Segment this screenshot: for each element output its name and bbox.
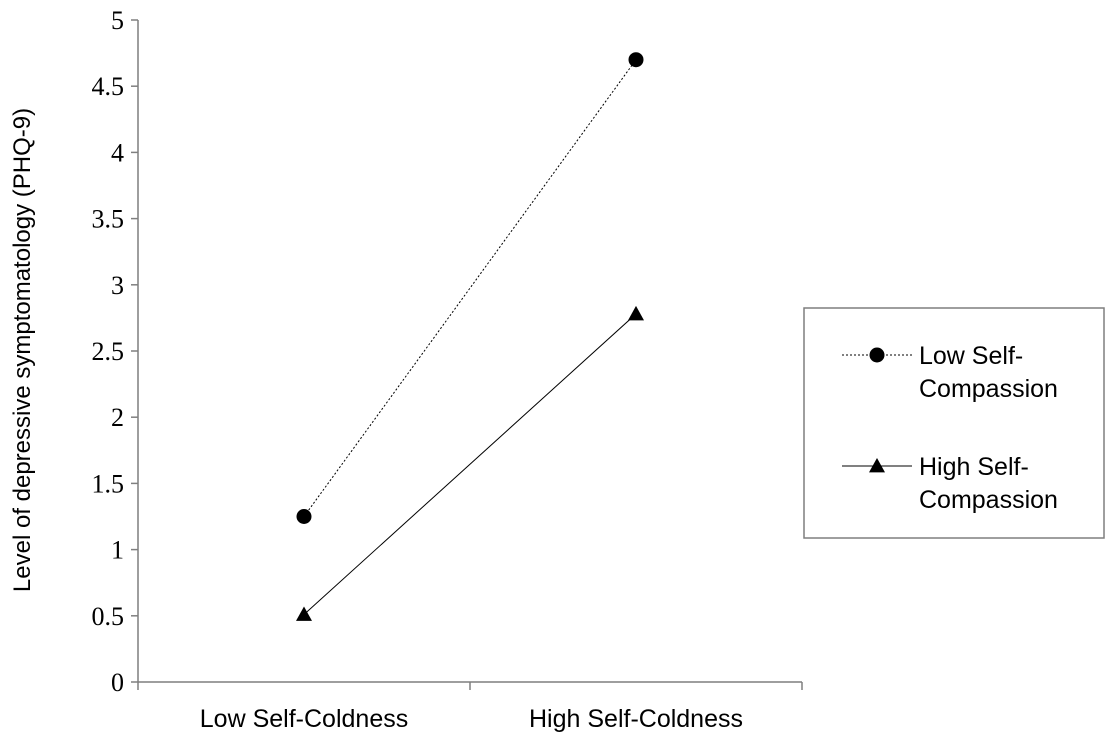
y-tick-label: 4.5 xyxy=(92,72,125,101)
x-tick-label: High Self-Coldness xyxy=(529,705,743,732)
y-tick-label: 5 xyxy=(111,6,124,35)
legend-box xyxy=(803,307,1105,539)
legend-marker xyxy=(869,347,885,363)
y-axis-label: Level of depressive symptomatology (PHQ-… xyxy=(9,108,36,592)
y-tick-label: 4 xyxy=(111,138,124,167)
y-tick-label: 0 xyxy=(111,668,124,697)
y-tick-label: 0.5 xyxy=(92,602,125,631)
data-point xyxy=(628,305,644,321)
y-tick-label: 2.5 xyxy=(92,337,125,366)
series-area xyxy=(296,52,644,621)
series-low-self-compassion xyxy=(296,52,644,524)
y-tick-label: 3 xyxy=(111,271,124,300)
data-point xyxy=(296,509,312,524)
y-tick-label: 1.5 xyxy=(92,469,125,498)
y-tick-label: 2 xyxy=(111,403,124,432)
legend-label: High Self- xyxy=(919,453,1029,481)
y-tick-label: 3.5 xyxy=(92,205,125,234)
y-axis: 0 0.5 1 1.5 2 2.5 3 3.5 4 4.5 5 xyxy=(92,6,139,697)
legend-label: Low Self- xyxy=(919,342,1023,370)
legend: Low Self- Compassion High Self- Compassion xyxy=(803,307,1105,539)
legend-marker xyxy=(869,458,885,473)
legend-entry: High Self- Compassion xyxy=(842,453,1058,514)
data-point xyxy=(628,52,644,68)
series-high-self-compassion xyxy=(296,305,644,621)
y-tick-label: 1 xyxy=(111,536,124,565)
legend-label: Compassion xyxy=(919,375,1058,403)
x-axis: Low Self-Coldness High Self-Coldness xyxy=(137,681,803,732)
legend-label: Compassion xyxy=(919,486,1058,514)
x-tick-label: Low Self-Coldness xyxy=(200,705,408,732)
series-line xyxy=(303,59,637,517)
data-point xyxy=(296,606,312,621)
legend-entry: Low Self- Compassion xyxy=(842,342,1058,403)
series-line xyxy=(303,313,637,615)
